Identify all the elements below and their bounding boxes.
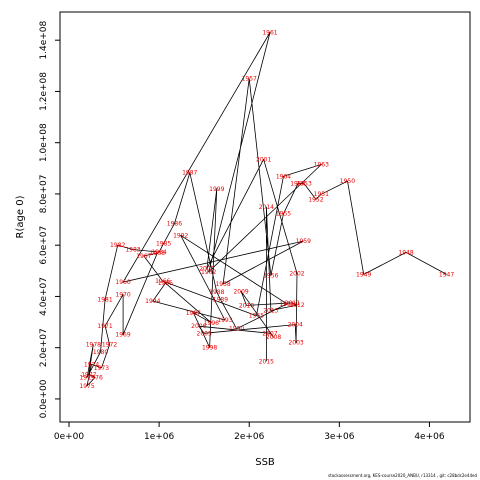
year-label: 1975 bbox=[79, 383, 94, 390]
y-tick-label: 0.0e+00 bbox=[39, 379, 49, 418]
year-label: 1989 bbox=[213, 296, 228, 303]
year-label: 1951 bbox=[314, 191, 329, 198]
y-tick-label: 6.0e+07 bbox=[39, 226, 49, 265]
year-label: 1974 bbox=[84, 361, 99, 368]
year-label: 2000 bbox=[199, 266, 214, 273]
year-label: 1992 bbox=[173, 232, 188, 239]
year-label: 1972 bbox=[102, 342, 117, 349]
year-label: 1952 bbox=[308, 196, 323, 203]
year-label: 1986 bbox=[167, 221, 182, 228]
year-label: 1978 bbox=[86, 342, 101, 349]
year-label: 1966 bbox=[155, 278, 170, 285]
year-label: 1949 bbox=[356, 271, 371, 278]
year-label: 2001 bbox=[256, 156, 271, 163]
plot-frame bbox=[59, 11, 471, 423]
year-label: 1953 bbox=[297, 181, 312, 188]
year-label: 1969 bbox=[115, 332, 130, 339]
year-label: 1990 bbox=[229, 326, 244, 333]
year-label: 1993 bbox=[217, 317, 232, 324]
year-label: 1987 bbox=[182, 170, 197, 177]
year-label: 1980 bbox=[93, 349, 108, 356]
year-label: 2005 bbox=[197, 330, 212, 337]
year-label: 1998 bbox=[202, 344, 217, 351]
year-labels: 1947194819491950195119521953195419551956… bbox=[79, 30, 454, 390]
year-label: 1991 bbox=[279, 301, 294, 308]
year-label: 1970 bbox=[115, 291, 130, 298]
year-label: 1963 bbox=[314, 161, 329, 168]
y-tick-label: 1.4e+08 bbox=[39, 20, 49, 59]
x-tick-label: 0e+00 bbox=[54, 432, 85, 442]
x-tick-label: 2e+06 bbox=[234, 432, 265, 442]
year-label: 1996 bbox=[204, 320, 219, 327]
year-label: 2015 bbox=[259, 358, 274, 365]
recruitment-line bbox=[86, 32, 447, 387]
y-tick-label: 1.2e+08 bbox=[39, 72, 49, 111]
year-label: 2002 bbox=[289, 270, 304, 277]
year-label: 2007 bbox=[262, 330, 277, 337]
footer-note: stockassessment.org, KES-course2020_ANBU… bbox=[328, 473, 477, 478]
year-label: 1983 bbox=[125, 247, 140, 254]
x-axis: 0e+00 1e+06 2e+06 3e+06 4e+06 bbox=[54, 422, 445, 442]
year-label: 1955 bbox=[276, 211, 291, 218]
y-tick-label: 2.0e+07 bbox=[39, 328, 49, 367]
year-label: 1950 bbox=[340, 178, 355, 185]
year-label: 1979 bbox=[79, 374, 94, 381]
year-label: 1954 bbox=[290, 181, 305, 188]
recruitment-series bbox=[86, 32, 447, 387]
year-label: 1982 bbox=[110, 242, 125, 249]
x-tick-label: 1e+06 bbox=[144, 432, 175, 442]
year-label: 2013 bbox=[263, 308, 278, 315]
y-tick-label: 4.0e+07 bbox=[39, 277, 49, 316]
year-label: 1977 bbox=[81, 371, 96, 378]
year-label: 1965 bbox=[249, 313, 264, 320]
year-label: 1976 bbox=[88, 374, 103, 381]
year-label: 1971 bbox=[97, 323, 112, 330]
year-label: 1961 bbox=[262, 30, 277, 37]
year-label: 1984 bbox=[151, 249, 166, 256]
year-label: 1962 bbox=[201, 269, 216, 276]
year-label: 1985 bbox=[156, 240, 171, 247]
year-label: 1981 bbox=[97, 296, 112, 303]
year-label: 1999 bbox=[209, 186, 224, 193]
year-label: 1988 bbox=[209, 289, 224, 296]
year-label: 1947 bbox=[439, 271, 454, 278]
year-label: 2003 bbox=[288, 340, 303, 347]
year-label: 2011 bbox=[285, 300, 300, 307]
year-label: 2009 bbox=[233, 288, 248, 295]
year-label: 1968 bbox=[150, 250, 165, 257]
year-label: 1967 bbox=[136, 253, 151, 260]
x-tick-label: 4e+06 bbox=[414, 432, 445, 442]
year-label: 2008 bbox=[266, 334, 281, 341]
year-label: 2010 bbox=[239, 302, 254, 309]
year-label: 1994 bbox=[145, 298, 160, 305]
year-label: 2014 bbox=[259, 204, 274, 211]
year-label: 1973 bbox=[94, 365, 109, 372]
year-label: 1964 bbox=[276, 173, 291, 180]
y-tick-label: 8.0e+07 bbox=[39, 175, 49, 214]
year-label: 1948 bbox=[398, 249, 413, 256]
year-label: 2004 bbox=[288, 322, 303, 329]
y-axis-label: R(age 0) bbox=[15, 195, 26, 238]
y-tick-label: 1.0e+08 bbox=[39, 123, 49, 162]
year-label: 1958 bbox=[215, 281, 230, 288]
x-axis-label: SSB bbox=[255, 457, 275, 468]
year-label: 2012 bbox=[289, 302, 304, 309]
year-label: 1957 bbox=[242, 76, 257, 83]
year-label: 2006 bbox=[191, 323, 206, 330]
year-label: 1959 bbox=[296, 238, 311, 245]
year-label: 1995 bbox=[158, 280, 173, 287]
x-tick-label: 3e+06 bbox=[324, 432, 355, 442]
year-label: 1997 bbox=[186, 310, 201, 317]
year-label: 1956 bbox=[263, 272, 278, 279]
y-axis: 0.0e+00 2.0e+07 4.0e+07 6.0e+07 8.0e+07 1.0e+… bbox=[39, 20, 60, 418]
year-label: 1960 bbox=[115, 279, 130, 286]
